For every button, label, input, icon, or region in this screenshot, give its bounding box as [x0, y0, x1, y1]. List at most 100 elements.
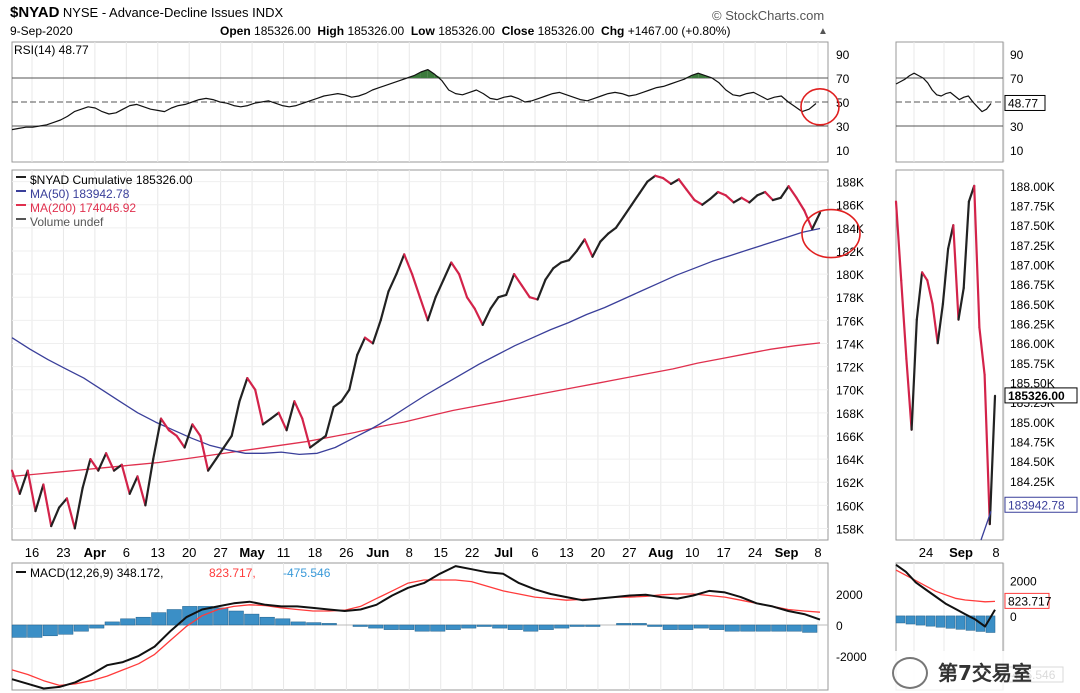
price-segment — [512, 273, 524, 287]
macd-histogram-bar — [89, 624, 105, 629]
zoom-macd-histogram-bar — [905, 615, 916, 625]
macd-signal-line — [11, 579, 821, 687]
macd-histogram-bar — [151, 612, 167, 626]
macd-histogram-bar — [383, 624, 399, 630]
rsi-tick-label: 10 — [836, 144, 850, 158]
zoom-macd-histogram-bar — [895, 615, 906, 624]
macd-histogram-bar — [244, 613, 260, 626]
x-axis-label: 15 — [433, 545, 447, 560]
price-segment — [630, 192, 641, 206]
price-segment — [332, 400, 343, 409]
zoom-price-segment — [962, 200, 971, 290]
x-axis-label: 18 — [308, 545, 322, 560]
macd-histogram-bar — [73, 624, 89, 632]
macd-histogram-bar — [693, 624, 709, 629]
ma200-line — [11, 342, 821, 478]
price-segment — [654, 174, 665, 180]
zoom-ma50-label: 183942.78 — [1008, 498, 1065, 512]
macd-histogram-bar — [709, 624, 725, 630]
macd-histogram-bar — [786, 624, 802, 632]
ma50-line — [11, 227, 821, 456]
x-axis-label: 10 — [685, 545, 699, 560]
macd-histogram-bar — [27, 624, 43, 638]
price-segment — [65, 497, 76, 530]
zoom-price-segment — [915, 271, 924, 321]
price-segment — [120, 463, 131, 495]
zoom-macd-histogram-bar — [915, 615, 926, 626]
price-segment — [152, 417, 163, 461]
price-highlight-circle — [801, 208, 861, 259]
price-segment — [387, 273, 398, 293]
price-segment — [254, 388, 265, 426]
price-segment — [458, 273, 469, 299]
macd-histogram-bar — [321, 623, 337, 626]
macd-histogram-bar — [368, 624, 384, 629]
x-axis-label: 20 — [182, 545, 196, 560]
price-segment — [395, 253, 406, 276]
price-segment — [677, 178, 688, 191]
zoom-price-segment — [894, 200, 903, 282]
rsi-highlight-circle — [800, 88, 840, 126]
macd-histogram-bar — [631, 623, 647, 626]
zoom-price-tick-label: 185.00K — [1010, 416, 1055, 430]
symbol-description: NYSE - Advance-Decline Issues INDX — [62, 5, 284, 20]
price-segment — [238, 377, 249, 403]
legend-entry: MA(200) 174046.92 — [30, 201, 136, 215]
price-segment — [559, 259, 571, 264]
price-segment — [693, 199, 704, 206]
macd-histogram-bar — [538, 624, 554, 630]
price-segment — [136, 475, 147, 507]
macd-histogram-bar — [197, 606, 213, 626]
symbol-label: $NYAD — [10, 4, 60, 21]
price-tick-label: 162K — [836, 476, 864, 490]
price-segment — [57, 497, 69, 509]
open-value: 185326.00 — [254, 24, 311, 38]
macd-histogram-bar — [802, 624, 818, 633]
legend-entry: $NYAD Cumulative 185326.00 — [30, 173, 193, 187]
macd-histogram-bar — [290, 621, 306, 626]
zoom-price-segment — [983, 373, 991, 526]
x-axis-label: 13 — [151, 545, 165, 560]
zoom-price-segment — [920, 271, 929, 282]
price-segment — [112, 463, 123, 472]
price-tick-label: 166K — [836, 430, 864, 444]
zoom-price-segment — [931, 302, 939, 345]
scroll-up-arrow[interactable]: ▲ — [818, 26, 828, 37]
price-segment — [128, 475, 139, 495]
zoom-macd-histogram-bar — [925, 615, 936, 627]
rsi-zoom-line — [895, 72, 992, 113]
price-segment — [277, 411, 288, 432]
macd-legend-macd: MACD(12,26,9) 348.172, — [30, 566, 163, 580]
high-value: 185326.00 — [347, 24, 405, 38]
price-tick-label: 158K — [836, 522, 864, 536]
price-segment — [426, 296, 437, 322]
x-axis-label: 22 — [465, 545, 479, 560]
x-axis-label: 17 — [716, 545, 730, 560]
zoom-x-axis-label: 8 — [992, 545, 999, 560]
x-axis-label: Aug — [648, 545, 673, 560]
macd-histogram-bar — [42, 624, 58, 637]
price-segment — [214, 446, 225, 461]
price-tick-label: 188K — [836, 176, 864, 190]
price-segment — [403, 253, 414, 276]
macd-histogram-bar — [445, 624, 461, 630]
price-segment — [81, 458, 92, 490]
macd-histogram-bar — [430, 624, 446, 632]
price-segment — [269, 411, 280, 420]
zoom-price-segment — [936, 302, 945, 345]
price-segment — [505, 273, 516, 296]
zoom-price-tick-label: 184.50K — [1010, 455, 1055, 469]
macd-histogram-bar — [120, 618, 136, 626]
source-label[interactable]: © StockCharts.com — [712, 8, 825, 23]
watermark: 第7交易室 — [880, 651, 1080, 691]
macd-histogram-bar — [569, 624, 585, 627]
price-segment — [104, 452, 116, 472]
price-tick-label: 172K — [836, 361, 864, 375]
zoom-price-segment — [910, 318, 918, 431]
price-segment — [167, 429, 178, 437]
macd-histogram-bar — [306, 622, 322, 626]
x-axis-label: 27 — [622, 545, 636, 560]
macd-legend-swatch — [16, 571, 26, 573]
price-segment — [787, 185, 798, 199]
